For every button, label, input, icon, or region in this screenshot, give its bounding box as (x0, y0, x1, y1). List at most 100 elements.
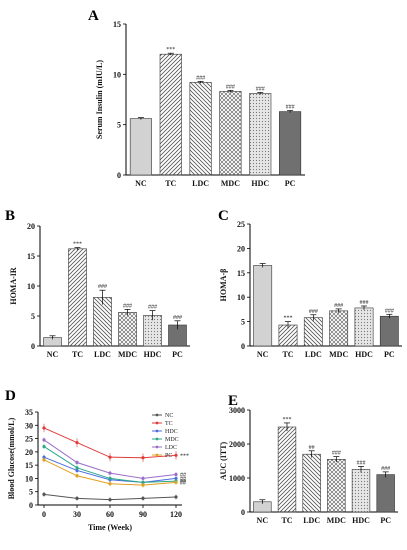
significance-label-B-MDC: ### (123, 303, 132, 309)
x-tick-label-B-TC: TC (72, 350, 83, 359)
x-tick-label-D: 120 (170, 510, 182, 519)
bar-A-PC (279, 111, 302, 176)
x-tick-label-B-PC: PC (172, 350, 183, 359)
y-tick-label-E: 2000 (229, 440, 245, 449)
y-tick-label-E: 0 (241, 508, 245, 517)
bar-E-TC (277, 426, 297, 513)
x-tick-label-B-HDC: HDC (144, 350, 162, 359)
bar-A-NC (129, 118, 152, 176)
legend-marker-PC (155, 453, 159, 457)
significance-label-D-MDC: ## (180, 479, 186, 485)
significance-label-A-TC: *** (166, 47, 175, 53)
y-axis-label-D: Blood Glucose(mmol/L) (7, 417, 16, 499)
significance-label-A-MDC: ### (226, 84, 235, 90)
x-tick-label-E-MDC: MDC (327, 516, 346, 525)
y-tick-label-B: 10 (27, 282, 35, 291)
x-tick-label-E-NC: NC (257, 516, 269, 525)
y-tick-label-A: 15 (113, 20, 121, 29)
bar-A-MDC (219, 91, 242, 176)
y-axis-label-C: HOMA-β (219, 269, 228, 302)
bar-A-HDC (249, 93, 272, 176)
x-tick-label-D: 0 (42, 510, 46, 519)
x-tick-label-E-HDC: HDC (352, 516, 370, 525)
significance-label-D-LDC: ## (180, 472, 186, 478)
x-tick-label-D: 30 (73, 510, 81, 519)
significance-label-C-MDC: ### (334, 303, 343, 309)
x-tick-label-C-HDC: HDC (355, 350, 373, 359)
legend-marker-NC (155, 413, 159, 417)
x-tick-label-A-PC: PC (285, 179, 296, 188)
x-tick-label-B-MDC: MDC (118, 350, 137, 359)
bar-A-TC (159, 53, 182, 176)
y-tick-label-D: 25 (25, 435, 33, 444)
x-axis-label-D: Time (Week) (88, 523, 132, 532)
y-tick-label-B: 15 (27, 252, 35, 261)
panel-label-d: D (5, 388, 16, 404)
y-tick-label-C: 0 (241, 342, 245, 351)
y-tick-label-D: 10 (25, 474, 33, 483)
y-tick-label-D: 30 (25, 421, 33, 430)
bar-C-HDC (354, 307, 374, 347)
panel-label-b: B (5, 208, 15, 224)
bar-E-LDC (302, 453, 321, 513)
bar-B-TC (68, 248, 87, 347)
y-tick-label-A: 0 (117, 171, 121, 180)
x-tick-label-A-NC: NC (135, 179, 147, 188)
significance-label-B-HDC: ### (148, 305, 157, 311)
y-axis-label-E: AUC (ITT) (219, 441, 228, 480)
significance-label-E-PC: ### (381, 466, 390, 472)
bar-C-NC (253, 265, 273, 347)
legend-marker-MDC (155, 437, 159, 441)
x-tick-label-A-TC: TC (165, 179, 176, 188)
y-tick-label-C: 5 (241, 318, 245, 327)
legend-label-TC: TC (165, 421, 173, 427)
chart-e: 0 1000 2000 3000 AUC (ITT) NC *** TC ## LDC ### MDC… (219, 406, 398, 525)
legend-label-LDC: LDC (165, 445, 177, 451)
y-tick-label-B: 0 (31, 342, 35, 351)
y-tick-label-C: 10 (237, 293, 245, 302)
significance-label-E-MDC: ### (332, 451, 341, 457)
significance-label-C-TC: *** (284, 316, 293, 322)
bar-C-LDC (303, 317, 323, 347)
x-tick-label-A-LDC: LDC (192, 179, 209, 188)
y-axis-label-A: Serum Insulin (mIU/L) (95, 60, 104, 139)
panel-label-a: A (88, 8, 99, 24)
y-tick-label-C: 20 (237, 244, 245, 253)
y-tick-label-D: 5 (29, 488, 33, 497)
y-tick-label-D: 0 (29, 501, 33, 510)
x-tick-label-C-MDC: MDC (329, 350, 348, 359)
x-tick-label-E-PC: PC (380, 516, 391, 525)
bar-E-MDC (327, 458, 346, 513)
significance-label-D-TC: *** (180, 453, 189, 459)
legend-label-HDC: HDC (165, 429, 178, 435)
x-tick-label-A-MDC: MDC (221, 179, 240, 188)
bar-C-PC (379, 315, 399, 347)
bar-A-LDC (189, 82, 212, 176)
significance-label-C-PC: ### (385, 308, 394, 314)
legend-label-NC: NC (165, 413, 173, 419)
legend-label-PC: PC (165, 453, 172, 459)
legend-marker-TC (155, 421, 159, 425)
x-tick-label-D: 90 (139, 510, 147, 519)
y-tick-label-D: 35 (25, 408, 33, 417)
y-tick-label-E: 3000 (229, 406, 245, 415)
legend-marker-HDC (155, 429, 159, 433)
y-tick-label-A: 10 (113, 70, 121, 79)
x-tick-label-C-PC: PC (384, 350, 395, 359)
significance-label-B-LDC: ### (98, 284, 107, 290)
legend-label-MDC: MDC (165, 437, 179, 443)
y-tick-label-C: 25 (237, 220, 245, 229)
significance-label-E-LDC: ## (309, 445, 315, 451)
y-tick-label-E: 1000 (229, 474, 245, 483)
y-tick-label-A: 5 (117, 121, 121, 130)
bar-E-PC (376, 474, 395, 513)
panel-label-c: C (218, 208, 229, 224)
significance-label-D-PC: ## (180, 480, 186, 486)
x-tick-label-E-TC: TC (281, 516, 292, 525)
x-tick-label-E-LDC: LDC (303, 516, 320, 525)
significance-label-C-HDC: ### (360, 300, 369, 306)
x-tick-label-C-LDC: LDC (305, 350, 322, 359)
significance-label-A-LDC: ### (196, 75, 205, 81)
y-tick-label-B: 5 (31, 312, 35, 321)
